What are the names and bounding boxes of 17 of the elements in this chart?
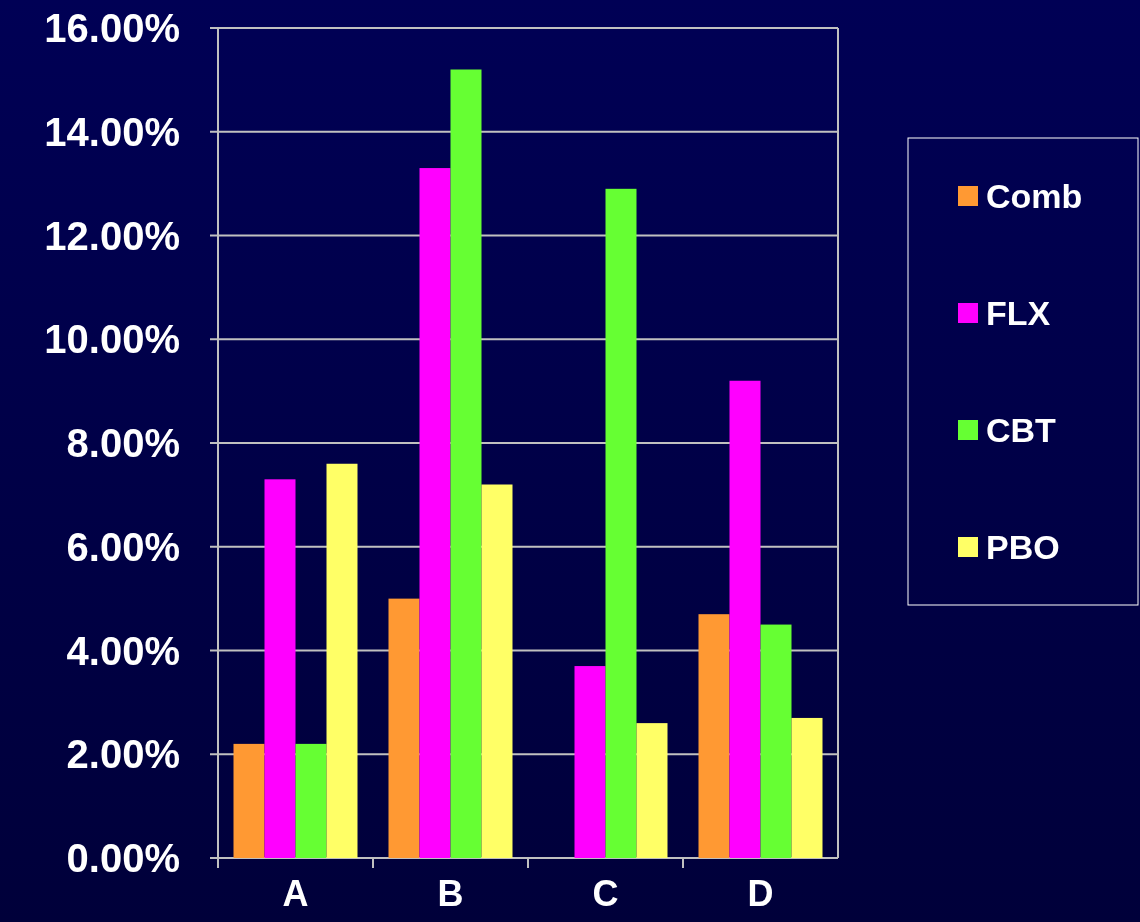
- y-tick-label: 12.00%: [44, 213, 180, 258]
- y-tick-label: 2.00%: [66, 732, 180, 777]
- y-tick-label: 6.00%: [66, 524, 180, 569]
- y-tick-label: 0.00%: [66, 836, 180, 880]
- x-tick-label: B: [437, 873, 464, 914]
- x-tick-label: C: [592, 873, 619, 914]
- y-tick-label: 10.00%: [44, 317, 180, 362]
- y-tick-label: 8.00%: [66, 421, 180, 465]
- legend-label: Comb: [986, 176, 1083, 215]
- y-tick-label: 16.00%: [44, 6, 180, 50]
- legend-label: CBT: [986, 410, 1057, 449]
- legend-label: FLX: [986, 293, 1051, 332]
- legend-label: PBO: [986, 527, 1060, 566]
- y-tick-label: 4.00%: [66, 628, 180, 673]
- y-tick-label: 14.00%: [44, 109, 180, 154]
- x-tick-label: A: [282, 873, 309, 914]
- x-tick-label: D: [747, 873, 774, 914]
